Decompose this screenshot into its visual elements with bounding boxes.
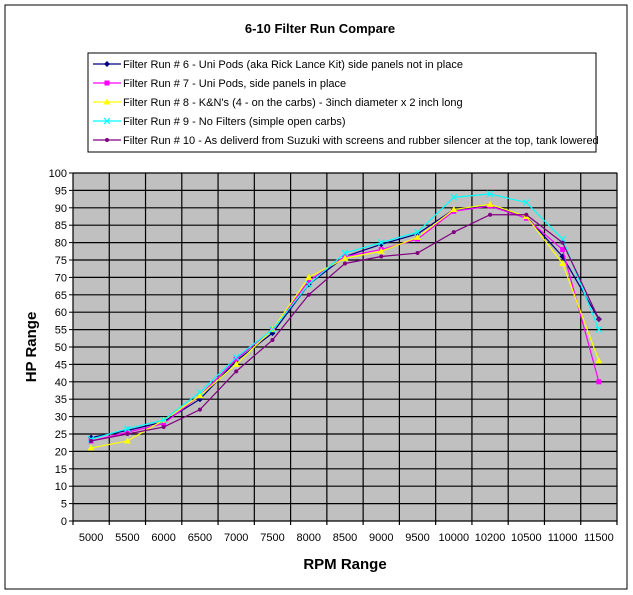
y-tick-label: 0 bbox=[61, 516, 67, 528]
x-tick-label: 9000 bbox=[369, 532, 393, 544]
x-tick-label: 7500 bbox=[260, 532, 284, 544]
legend-marker bbox=[104, 80, 110, 86]
y-tick-label: 75 bbox=[55, 255, 67, 267]
plot-area: 0 5 10 15 20 25 30 35 40 45 50 55 60 65 70 75 80 85 90 95 10… bbox=[49, 168, 618, 544]
x-tick-label: 11000 bbox=[548, 532, 578, 544]
x-tick-label: 10200 bbox=[475, 532, 506, 544]
data-point bbox=[233, 356, 239, 362]
data-point bbox=[232, 360, 240, 367]
data-point bbox=[270, 338, 275, 343]
data-point bbox=[595, 326, 603, 334]
y-tick-label: 40 bbox=[55, 377, 67, 389]
x-tick-label: 6500 bbox=[188, 532, 212, 544]
data-point bbox=[341, 249, 349, 257]
x-tick-label: 8500 bbox=[333, 532, 357, 544]
x-tick-label: 10500 bbox=[511, 532, 542, 544]
legend-entry: Filter Run # 10 - As deliverd from Suzuk… bbox=[123, 135, 599, 147]
data-point bbox=[306, 292, 311, 297]
data-point bbox=[414, 228, 421, 236]
data-point bbox=[343, 261, 347, 266]
data-point bbox=[450, 193, 458, 201]
legend-marker bbox=[103, 98, 111, 105]
data-point bbox=[269, 326, 276, 334]
data-point bbox=[377, 239, 385, 247]
x-axis-label: RPM Range bbox=[303, 556, 386, 573]
x-tick-label: 9500 bbox=[405, 532, 429, 544]
data-point bbox=[559, 259, 567, 266]
y-tick-label: 5 bbox=[61, 499, 67, 511]
legend-marker bbox=[104, 61, 110, 67]
data-point bbox=[560, 247, 566, 253]
data-point bbox=[488, 212, 493, 217]
y-tick-label: 15 bbox=[55, 464, 67, 476]
y-tick-label: 35 bbox=[55, 394, 67, 406]
data-point bbox=[161, 421, 167, 427]
data-point bbox=[197, 407, 202, 412]
data-point bbox=[522, 199, 530, 207]
legend-entry: Filter Run # 6 - Uni Pods (aka Rick Lanc… bbox=[123, 59, 463, 71]
data-point bbox=[486, 200, 494, 207]
data-point bbox=[89, 438, 94, 443]
y-tick-label: 10 bbox=[55, 481, 67, 493]
data-point bbox=[87, 444, 95, 451]
legend-entry: Filter Run # 7 - Uni Pods, side panels i… bbox=[123, 78, 346, 90]
y-axis-label: HP Range bbox=[23, 312, 40, 383]
y-tick-label: 50 bbox=[55, 342, 67, 354]
data-point bbox=[451, 230, 456, 235]
data-point bbox=[125, 432, 130, 436]
legend-entry: Filter Run # 9 - No Filters (simple open… bbox=[123, 116, 346, 128]
x-tick-label: 5000 bbox=[79, 532, 103, 544]
data-point bbox=[306, 278, 312, 284]
data-point bbox=[341, 254, 349, 261]
data-point bbox=[379, 254, 384, 259]
x-tick-label: 11500 bbox=[584, 532, 614, 544]
x-tick-label: 8000 bbox=[296, 532, 320, 544]
data-point bbox=[305, 273, 313, 280]
y-tick-label: 80 bbox=[55, 238, 67, 250]
legend-entry: Filter Run # 8 - K&N's (4 - on the carbs… bbox=[123, 97, 463, 109]
data-point bbox=[196, 388, 204, 396]
y-tick-label: 90 bbox=[55, 203, 67, 215]
x-tick-label: 5500 bbox=[115, 532, 139, 544]
data-point bbox=[305, 280, 313, 288]
data-point bbox=[486, 190, 494, 198]
data-point bbox=[524, 212, 529, 217]
y-tick-label: 70 bbox=[55, 272, 67, 284]
y-tick-label: 100 bbox=[49, 168, 67, 180]
data-point bbox=[595, 357, 603, 364]
data-point bbox=[596, 317, 601, 322]
x-tick-label: 6000 bbox=[151, 532, 175, 544]
legend-marker bbox=[103, 117, 111, 125]
y-tick-label: 20 bbox=[55, 446, 67, 458]
series-5 bbox=[89, 212, 601, 443]
data-point bbox=[234, 369, 239, 374]
data-point bbox=[232, 354, 240, 361]
x-tick-label: 10000 bbox=[439, 532, 470, 544]
data-point bbox=[450, 206, 458, 213]
chart-title: 6-10 Filter Run Compare bbox=[245, 21, 395, 36]
data-point bbox=[377, 247, 385, 254]
data-point bbox=[123, 425, 131, 433]
y-tick-label: 25 bbox=[55, 429, 67, 441]
data-point bbox=[596, 379, 602, 385]
y-tick-label: 30 bbox=[55, 412, 67, 424]
y-tick-label: 60 bbox=[55, 307, 67, 319]
y-tick-label: 45 bbox=[55, 359, 67, 371]
data-point bbox=[160, 416, 168, 424]
y-tick-label: 95 bbox=[55, 185, 67, 197]
legend-marker bbox=[105, 138, 109, 142]
legend-box bbox=[87, 52, 597, 153]
data-point bbox=[415, 251, 420, 256]
data-point bbox=[414, 233, 422, 240]
data-point bbox=[196, 392, 204, 399]
y-tick-label: 55 bbox=[55, 325, 67, 337]
y-tick-label: 65 bbox=[55, 290, 67, 302]
data-point bbox=[560, 240, 565, 245]
data-point bbox=[123, 437, 131, 444]
y-tick-label: 85 bbox=[55, 220, 67, 232]
legend: Filter Run # 6 - Uni Pods (aka Rick Lanc… bbox=[87, 52, 599, 153]
x-tick-label: 7000 bbox=[224, 532, 248, 544]
data-point bbox=[161, 425, 166, 430]
